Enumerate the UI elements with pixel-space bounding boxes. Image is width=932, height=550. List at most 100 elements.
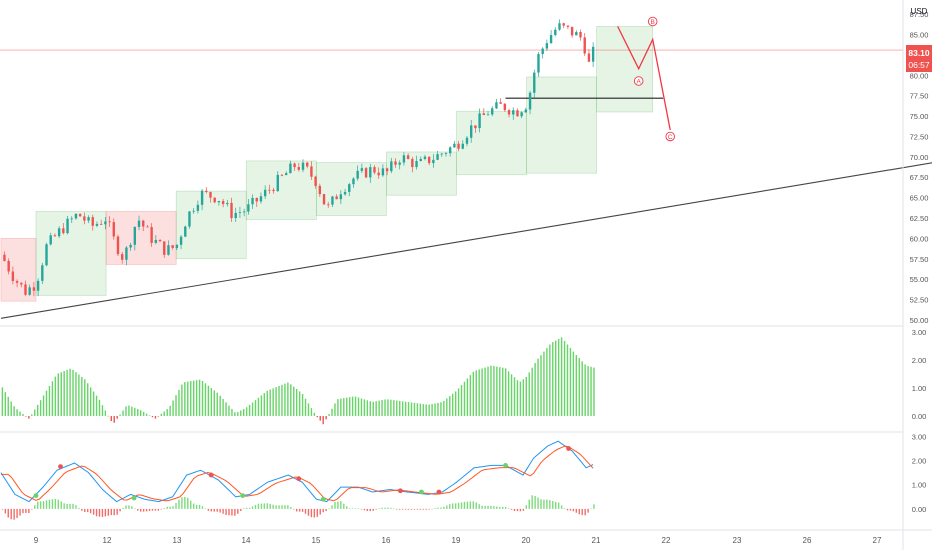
- oscillator-bar: [13, 508, 15, 520]
- candle-body: [91, 217, 94, 226]
- candle-body: [528, 92, 532, 110]
- candle-body: [32, 287, 36, 291]
- oscillator-bar: [528, 499, 530, 509]
- histogram-bar: [443, 400, 445, 416]
- price-tick-label: 75.00: [910, 112, 929, 121]
- oscillator-bar: [422, 508, 424, 510]
- oscillator-bar: [284, 505, 286, 509]
- candle-body: [11, 271, 15, 281]
- candle-body: [154, 239, 158, 243]
- oscillator-bar: [19, 508, 21, 516]
- histogram-bar: [451, 393, 454, 416]
- candle-body: [402, 155, 406, 163]
- cross-marker: [503, 463, 508, 468]
- histogram-bar: [81, 376, 83, 416]
- histogram-bar: [372, 401, 374, 416]
- histogram-bar: [410, 402, 413, 416]
- oscillator-bar: [546, 499, 548, 509]
- price-tick-label: 72.50: [910, 132, 929, 141]
- histogram-bar: [198, 379, 201, 416]
- oscillator-bar: [510, 508, 513, 510]
- histogram-bar: [481, 368, 483, 416]
- histogram-bar: [546, 348, 548, 416]
- histogram-bar: [166, 409, 168, 416]
- time-tick-label: 27: [873, 536, 882, 545]
- oscillator-bar: [125, 505, 127, 509]
- histogram-bar: [128, 405, 130, 416]
- histogram-bar: [110, 415, 112, 422]
- candle-body: [377, 172, 380, 176]
- candle-body: [20, 282, 23, 285]
- osc-tick-label: 2.00: [912, 457, 927, 466]
- histogram-bar: [343, 398, 345, 416]
- candle-body: [575, 32, 578, 36]
- oscillator-bar: [396, 508, 398, 510]
- oscillator-bar: [378, 508, 380, 509]
- candle-body: [200, 190, 204, 205]
- oscillator-bar: [584, 508, 586, 516]
- candle-body: [45, 244, 48, 266]
- histogram-bar: [396, 400, 398, 416]
- oscillator-bar: [190, 500, 192, 509]
- candle-body: [554, 29, 557, 36]
- oscillator-bar: [419, 508, 422, 510]
- histogram-bar: [369, 401, 371, 416]
- oscillator-bar: [98, 508, 101, 517]
- histogram-bar: [522, 379, 525, 416]
- price-tick-label: 85.00: [910, 31, 929, 40]
- oscillator-bar: [587, 508, 589, 513]
- oscillator-bar: [92, 508, 95, 515]
- histogram-bar: [363, 399, 366, 416]
- histogram-bar: [575, 354, 578, 416]
- candle-body: [545, 43, 549, 49]
- oscillator-bar: [16, 508, 18, 519]
- time-tick-label: 26: [803, 536, 812, 545]
- oscillator-bar: [104, 508, 107, 517]
- cross-marker: [320, 496, 326, 502]
- oscillator-bar: [466, 501, 469, 509]
- oscillator-bar: [307, 508, 310, 516]
- histogram-bar: [416, 403, 419, 416]
- histogram-bar: [446, 398, 448, 416]
- oscillator-bar: [443, 506, 445, 509]
- histogram-bar: [163, 411, 165, 416]
- candle-body: [482, 113, 486, 115]
- candle-body: [512, 110, 515, 115]
- candle-body: [427, 156, 431, 164]
- oscillator-bar: [572, 508, 575, 512]
- histogram-bar: [301, 393, 304, 416]
- histogram-bar: [204, 383, 207, 416]
- histogram-bar: [142, 411, 145, 416]
- candle-body: [238, 212, 242, 214]
- histogram-bar: [287, 382, 289, 416]
- candle-body: [486, 114, 490, 116]
- price-tick-label: 65.00: [910, 194, 929, 203]
- session-box: [386, 151, 457, 196]
- histogram-bar: [210, 388, 213, 416]
- price-tick-label: 60.00: [910, 234, 929, 243]
- histogram-bar: [540, 355, 542, 416]
- candle-body: [276, 174, 279, 192]
- oscillator-bar: [128, 505, 130, 509]
- oscillator-bar: [413, 508, 416, 510]
- histogram-bar: [139, 410, 142, 416]
- candle-body: [352, 178, 355, 185]
- candle-body: [284, 173, 288, 176]
- oscillator-bar: [234, 508, 236, 516]
- histogram-bar: [440, 402, 442, 416]
- histogram-bar: [466, 378, 469, 416]
- oscillator-bar: [278, 505, 280, 509]
- oscillator-bar: [401, 508, 404, 510]
- oscillator-bar: [151, 508, 154, 511]
- candle-body: [432, 159, 435, 164]
- oscillator-bar: [478, 504, 480, 509]
- histogram-bar: [404, 401, 407, 416]
- histogram-bar: [319, 415, 321, 421]
- histogram-bar: [92, 391, 95, 416]
- oscillator-bar: [334, 501, 336, 509]
- histogram-bar: [393, 400, 395, 416]
- oscillator-bar: [534, 495, 536, 509]
- price-tick-label: 55.00: [910, 275, 929, 284]
- oscillator-bar: [487, 505, 489, 509]
